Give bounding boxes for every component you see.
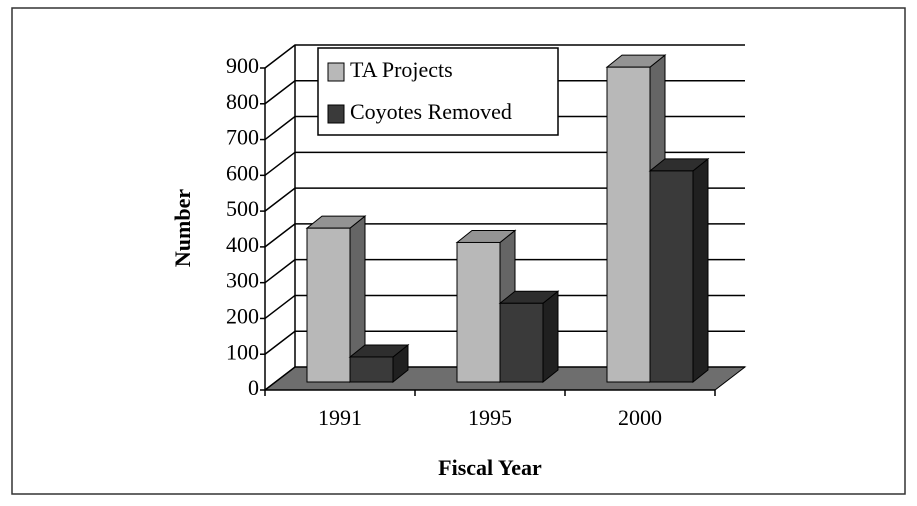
legend-label: TA Projects (350, 57, 453, 82)
y-tick-label: 200 (226, 303, 259, 328)
bar-front (456, 241, 501, 383)
bar-front (606, 66, 651, 383)
bar-front (499, 302, 544, 383)
y-tick-label: 300 (226, 268, 259, 293)
y-tick-label: 400 (226, 232, 259, 257)
x-tick-label: 2000 (618, 405, 662, 430)
y-axis-title: Number (170, 189, 195, 267)
bar-front (649, 170, 694, 383)
grid-line (264, 330, 745, 355)
bar (498, 290, 560, 384)
legend-label: Coyotes Removed (350, 99, 512, 124)
y-tick-label: 800 (226, 89, 259, 114)
legend-swatch (327, 104, 345, 124)
grid-line (264, 115, 745, 141)
legend-swatch (327, 62, 345, 82)
bar (648, 157, 710, 384)
legend: TA Projects Coyotes Removed (317, 47, 559, 136)
y-tick-label: 900 (226, 53, 259, 78)
bar (348, 343, 410, 384)
x-axis-title: Fiscal Year (438, 455, 542, 480)
grid-line (264, 294, 745, 320)
bar-front (306, 227, 351, 383)
y-tick-label: 700 (226, 125, 259, 150)
grid-line (264, 366, 745, 391)
y-tick-label: 500 (226, 196, 259, 221)
grid-line (264, 258, 745, 284)
bar (305, 215, 367, 384)
grid-line (264, 223, 745, 248)
y-tick-label: 600 (226, 160, 259, 185)
bar-side (692, 157, 709, 384)
grid-line (264, 44, 745, 69)
x-tick-label: 1995 (468, 405, 512, 430)
y-tick-label: 100 (226, 339, 259, 364)
legend-box (317, 47, 559, 136)
x-tick-label: 1991 (318, 405, 362, 430)
y-tick-label: 0 (248, 375, 259, 400)
grid-line (264, 187, 745, 212)
bar-front (349, 356, 394, 383)
grid-line (264, 80, 745, 105)
grid-line (264, 151, 745, 176)
bar-side (542, 290, 559, 384)
